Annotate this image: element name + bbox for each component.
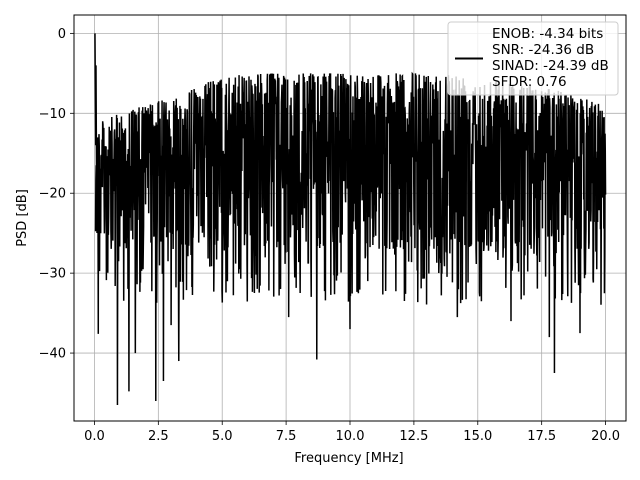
- legend-box: [447, 21, 619, 96]
- y-tick-label: −40: [39, 347, 66, 362]
- legend-entry-line-4: SFDR: 0.76: [492, 74, 567, 90]
- y-tick-label: −10: [39, 107, 66, 122]
- x-tick-label: 0.0: [84, 429, 105, 444]
- legend: ENOB: -4.34 bits SNR: -24.36 dB SINAD: -…: [447, 21, 619, 96]
- legend-entry-line-2: SNR: -24.36 dB: [492, 42, 594, 58]
- legend-entry-line-3: SINAD: -24.39 dB: [492, 58, 609, 74]
- x-tick-label: 2.5: [148, 429, 169, 444]
- y-tick-label: 0: [58, 27, 66, 42]
- y-tick-label: −30: [39, 267, 66, 282]
- x-tick-label: 10.0: [336, 429, 365, 444]
- x-tick-label: 20.0: [591, 429, 620, 444]
- axis-ticks: 0.0 2.5 5.0 7.5 10.0 12.5 15.0 17.5 20.0 0 −10 −20 −…: [39, 27, 620, 444]
- y-tick-label: −20: [39, 187, 66, 202]
- x-tick-label: 17.5: [527, 429, 556, 444]
- x-tick-label: 15.0: [463, 429, 492, 444]
- y-axis-label: PSD [dB]: [15, 189, 30, 247]
- x-tick-label: 12.5: [399, 429, 428, 444]
- x-axis-label: Frequency [MHz]: [294, 451, 403, 466]
- legend-entry-line-1: ENOB: -4.34 bits: [492, 26, 603, 42]
- x-tick-label: 5.0: [212, 429, 233, 444]
- x-tick-label: 7.5: [276, 429, 297, 444]
